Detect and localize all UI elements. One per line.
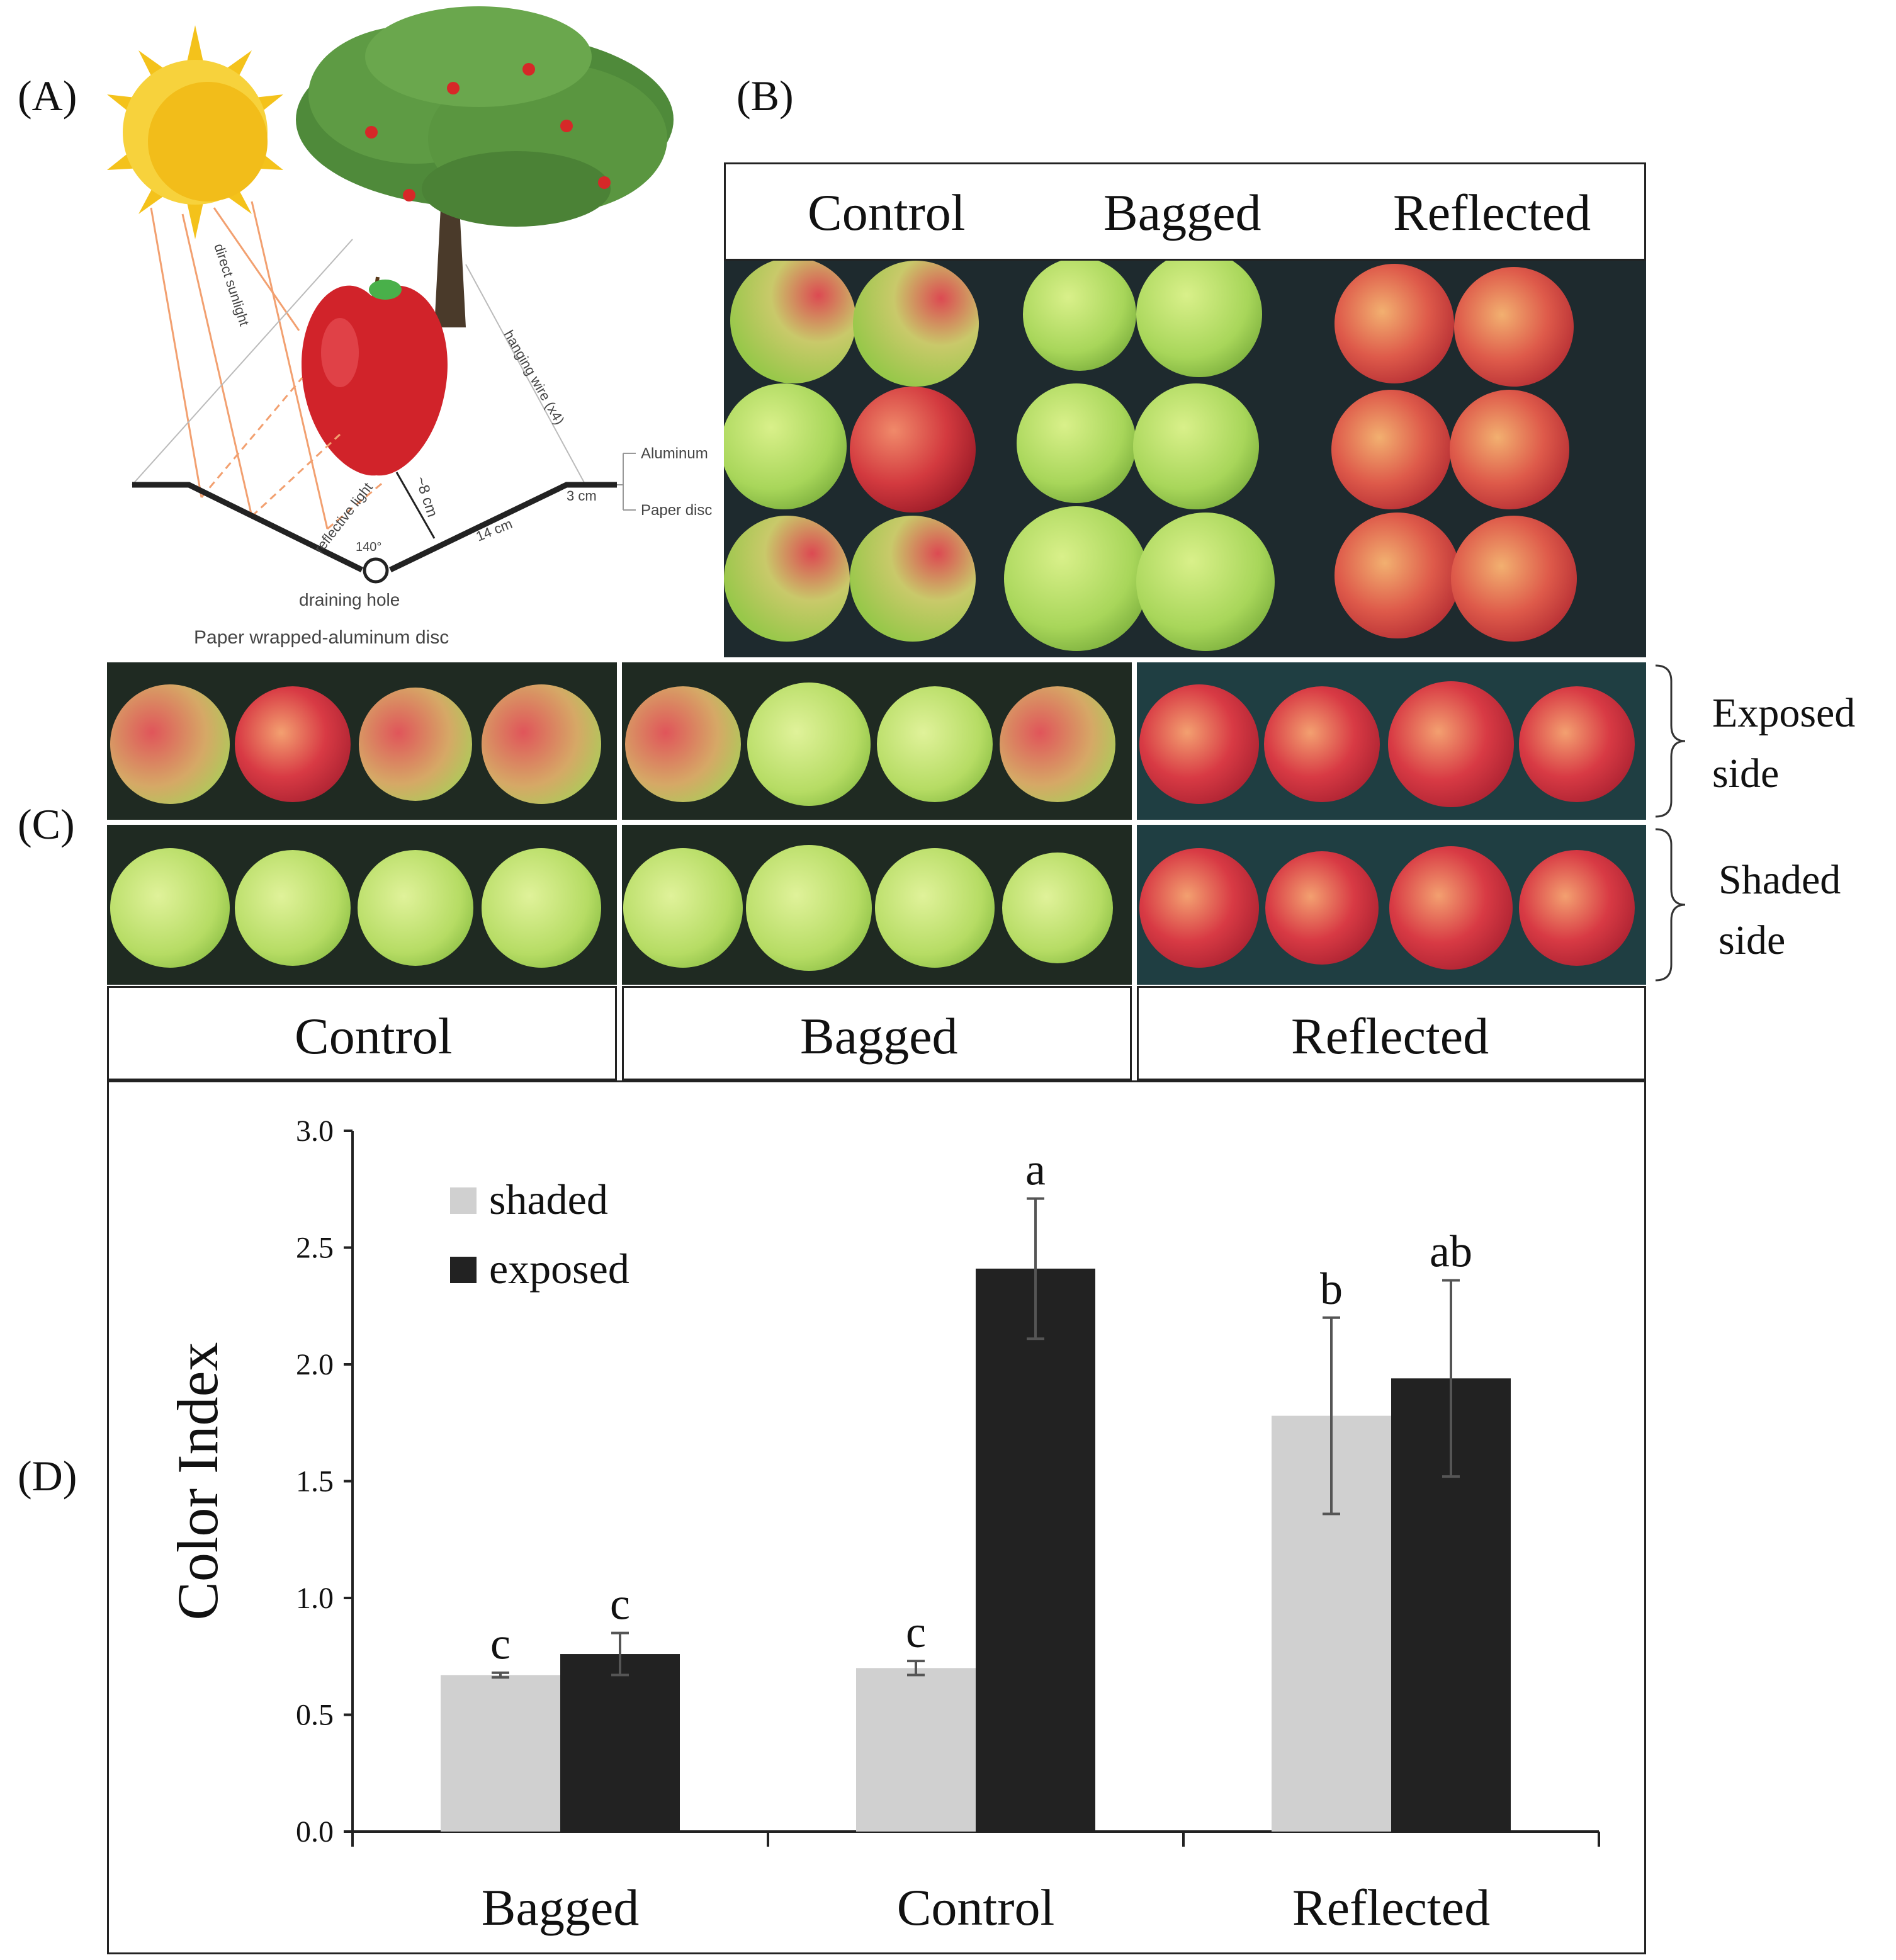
y-tick-label: 1.0 [296,1582,334,1615]
significance-letter: c [610,1579,630,1629]
disc-profile [132,482,617,584]
shaded-side-line2: side [1718,917,1786,963]
reflector-diagram: direct sunlight hanging wire (x4) reflec… [107,6,712,648]
bar-shaded [856,1668,976,1832]
row-brackets [1655,664,1686,982]
photo-c-footer-bagged: Bagged [622,986,1132,1080]
y-tick-label: 2.0 [296,1348,334,1381]
significance-letter: a [1025,1145,1046,1195]
x-tick-label: Bagged [482,1879,639,1936]
photo-b-apples [724,261,1646,657]
significance-letter: b [1320,1264,1343,1314]
paper-disc-label: Paper disc [641,502,712,519]
photo-c-footer-bagged-text: Bagged [800,1007,958,1065]
y-tick-label: 2.5 [296,1232,334,1265]
shaded-side-line1: Shaded [1718,857,1841,903]
shaded-side-label: Shaded side [1718,850,1841,970]
photo-c-footer-reflected-text: Reflected [1291,1007,1489,1065]
rim-width-label: 3 cm [567,488,597,504]
significance-letter: ab [1430,1226,1472,1276]
legend-label-shaded: shaded [489,1175,608,1223]
y-tick-label: 3.0 [296,1114,334,1148]
photo-c-footer-control: Control [107,986,617,1080]
color-index-chart: 0.0 0.5 1.0 1.5 2.0 2.5 3.0 Color Index Bagged c c… [166,1114,1600,1936]
exposed-side-line2: side [1712,750,1780,796]
depth-arrow [395,472,436,539]
exposed-side-line1: Exposed [1712,690,1856,736]
significance-letter: c [906,1607,926,1657]
bar-exposed [560,1654,680,1832]
photo-b-header-bagged: Bagged [1103,184,1261,241]
hanging-wires [132,239,586,485]
bar-exposed [976,1268,1095,1832]
bar-shaded [441,1675,560,1832]
draining-hole-label: draining hole [299,590,400,609]
apple-tree-icon [296,6,674,327]
panel-label-a: (A) [18,72,77,120]
photo-b-header: Control Bagged Reflected [724,162,1646,261]
apple-icon [302,276,448,476]
sun-icon [107,25,283,239]
photo-b-header-reflected: Reflected [1393,184,1591,241]
photo-b-header-control: Control [808,184,966,241]
y-tick-label: 0.0 [296,1815,334,1849]
photo-c-footer-reflected: Reflected [1137,986,1646,1080]
photo-c-apples [107,662,1646,985]
y-axis-title: Color Index [166,1342,230,1620]
y-tick-label: 0.5 [296,1699,334,1732]
panel-label-d: (D) [18,1452,77,1500]
light-rays [150,201,385,530]
x-tick-label: Control [897,1879,1055,1936]
legend-swatch-shaded [450,1187,477,1214]
angle-label: 140° [356,540,381,554]
significance-letter: c [490,1619,511,1669]
legend-label-exposed: exposed [489,1245,629,1293]
photo-c-footer-control-text: Control [295,1007,453,1065]
y-tick-label: 1.5 [296,1465,334,1498]
disc-caption: Paper wrapped-aluminum disc [194,627,449,648]
x-tick-label: Reflected [1292,1879,1490,1936]
hanging-wire-label: hanging wire (x4) [501,327,568,428]
panel-label-b: (B) [736,72,794,120]
depth-label: ~8 cm [412,475,441,519]
legend-swatch-exposed [450,1257,477,1283]
exposed-side-label: Exposed side [1712,683,1855,803]
aluminum-label: Aluminum [641,445,708,462]
panel-label-c: (C) [18,800,75,848]
